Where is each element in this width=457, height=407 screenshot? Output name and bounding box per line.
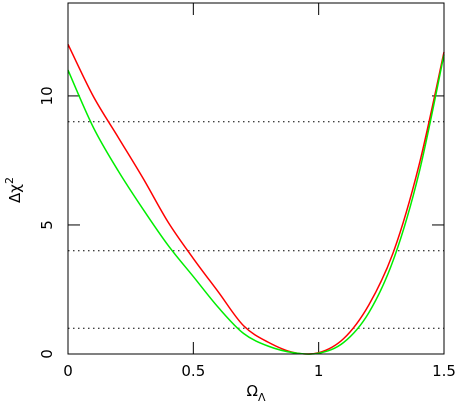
y-tick-label: 5	[38, 220, 56, 230]
y-tick-label: 10	[38, 86, 56, 105]
x-tick-label: 0	[63, 362, 73, 380]
x-axis-label: ΩΛ	[247, 382, 266, 404]
curve	[67, 43, 445, 355]
y-tick-label: 0	[38, 349, 56, 359]
x-tick-label: 1	[314, 362, 324, 380]
x-tick-label: 0.5	[181, 362, 205, 380]
curve	[67, 54, 445, 355]
y-label-superscript: 2	[3, 177, 16, 184]
x-label-subscript: Λ	[258, 391, 266, 404]
y-axis-label: Δχ2	[3, 177, 24, 203]
y-label-main: Δχ	[6, 184, 24, 203]
x-tick-label: 1.5	[432, 362, 456, 380]
plot-frame	[67, 2, 445, 355]
x-label-main: Ω	[247, 382, 258, 400]
